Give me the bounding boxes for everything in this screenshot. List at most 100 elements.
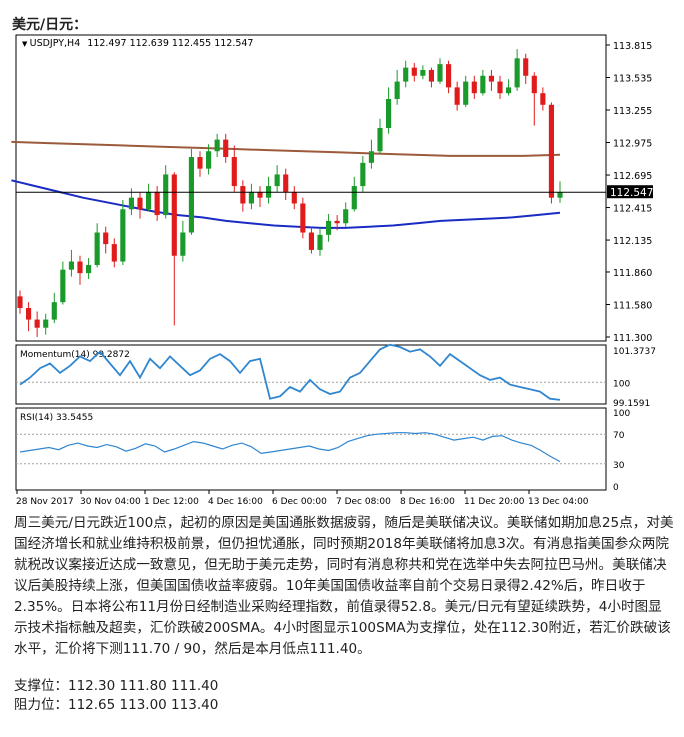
candle-body	[257, 191, 263, 198]
candle-body	[497, 81, 503, 94]
candle-body	[154, 191, 160, 216]
candle-body	[231, 157, 237, 187]
y-tick-label: 113.815	[613, 41, 652, 52]
candle-body	[334, 220, 340, 224]
resistance-levels: 阻力位：112.65 113.00 113.40	[14, 697, 219, 713]
x-tick-label: 11 Dec 20:00	[464, 497, 525, 507]
rsi-tick-label: 0	[613, 483, 619, 493]
candle-body	[180, 232, 186, 256]
candle-body	[146, 191, 152, 210]
current-price-value: 112.547	[610, 187, 653, 199]
candle-body	[523, 58, 529, 76]
x-tick-label: 6 Dec 00:00	[272, 497, 327, 507]
candle-body	[171, 174, 177, 256]
candle-body	[343, 209, 349, 224]
candle-body	[540, 93, 546, 105]
rsi-tick-label: 30	[613, 461, 625, 471]
candle-body	[514, 58, 520, 88]
candle-body	[480, 75, 486, 94]
momentum-panel	[15, 344, 607, 405]
sma100-line	[11, 140, 561, 157]
candle-body	[128, 197, 134, 210]
candle-body	[120, 209, 126, 262]
candle-body	[103, 232, 109, 245]
y-tick-label: 112.415	[613, 204, 652, 215]
candle-body	[111, 244, 117, 262]
candle-body	[77, 261, 83, 274]
candle-body	[137, 197, 143, 210]
candle-body	[60, 269, 66, 303]
candle-body	[446, 64, 452, 88]
sma200-line	[11, 179, 561, 229]
y-tick-label: 111.580	[613, 300, 652, 311]
candle-body	[368, 151, 374, 163]
candle-body	[17, 296, 23, 308]
rsi-line	[19, 432, 561, 463]
candle-body	[488, 75, 494, 82]
support-levels: 支撑位：112.30 111.80 111.40	[14, 678, 219, 694]
candle-body	[94, 232, 100, 266]
x-tick-label: 1 Dec 12:00	[144, 497, 199, 507]
candle-body	[548, 104, 554, 198]
candle-body	[420, 69, 426, 76]
current-price-tag	[607, 185, 653, 199]
candle-body	[291, 191, 297, 204]
candle-body	[377, 128, 383, 152]
rsi-label: RSI(14) 33.5455	[20, 413, 93, 423]
y-tick-label: 111.860	[613, 268, 652, 279]
candle-body	[43, 319, 49, 328]
candle-body	[86, 265, 92, 274]
levels-block: 支撑位：112.30 111.80 111.40 阻力位：112.65 113.…	[14, 677, 218, 715]
rsi-panel	[15, 407, 607, 491]
candle-body	[463, 81, 469, 105]
candle-body	[360, 162, 366, 187]
candle-body	[437, 64, 443, 82]
y-tick-label: 111.300	[613, 333, 652, 344]
y-tick-label: 112.975	[613, 139, 652, 150]
candle-body	[428, 69, 434, 82]
candle-body	[557, 192, 563, 198]
x-tick-label: 13 Dec 04:00	[528, 497, 589, 507]
candle-body	[317, 234, 323, 250]
candle-body	[214, 139, 220, 152]
usdjpy-h4-chart: 112.547 ▼ USDJPY,H4 112.497 112.639 112.…	[11, 34, 656, 507]
momentum-label: Momentum(14) 99.2872	[20, 350, 130, 360]
candle-body	[206, 151, 212, 169]
x-tick-label: 30 Nov 04:00	[80, 497, 141, 507]
x-tick-label: 28 Nov 2017	[16, 497, 74, 507]
candle-body	[326, 220, 332, 235]
y-tick-label: 113.535	[613, 74, 652, 85]
candle-body	[386, 98, 392, 129]
candle-body	[248, 191, 254, 204]
candle-body	[506, 87, 512, 94]
candle-body	[283, 174, 289, 192]
candle-body	[188, 157, 194, 233]
candle-body	[197, 157, 203, 169]
x-tick-label: 7 Dec 08:00	[336, 497, 391, 507]
candle-body	[394, 81, 400, 99]
candle-body	[531, 75, 537, 94]
candle-body	[454, 87, 460, 105]
candle-body	[308, 232, 314, 250]
momentum-tick-label: 99.1591	[613, 399, 650, 409]
candle-body	[274, 174, 280, 187]
candle-body	[34, 319, 40, 328]
x-tick-label: 4 Dec 16:00	[208, 497, 263, 507]
candle-body	[26, 307, 32, 320]
chart-symbol: ▼ USDJPY,H4 112.497 112.639 112.455 112.…	[22, 38, 253, 49]
candle-body	[471, 81, 477, 94]
rsi-tick-label: 70	[613, 431, 625, 441]
candle-body	[351, 186, 357, 210]
price-panel	[15, 34, 607, 342]
momentum-tick-label: 100	[613, 379, 630, 389]
page-heading: 美元/日元：	[12, 17, 88, 33]
candle-body	[51, 302, 57, 320]
candle-body	[403, 67, 409, 82]
candle-body	[411, 67, 417, 76]
x-tick-label: 8 Dec 16:00	[400, 497, 455, 507]
candle-body	[223, 139, 229, 158]
rsi-tick-label: 100	[613, 409, 630, 419]
candle-body	[68, 261, 74, 270]
candle-body	[300, 203, 306, 233]
analysis-paragraph: 周三美元/日元跌近100点，起初的原因是美国通胀数据疲弱，随后是美联储决议。美联…	[14, 515, 674, 657]
